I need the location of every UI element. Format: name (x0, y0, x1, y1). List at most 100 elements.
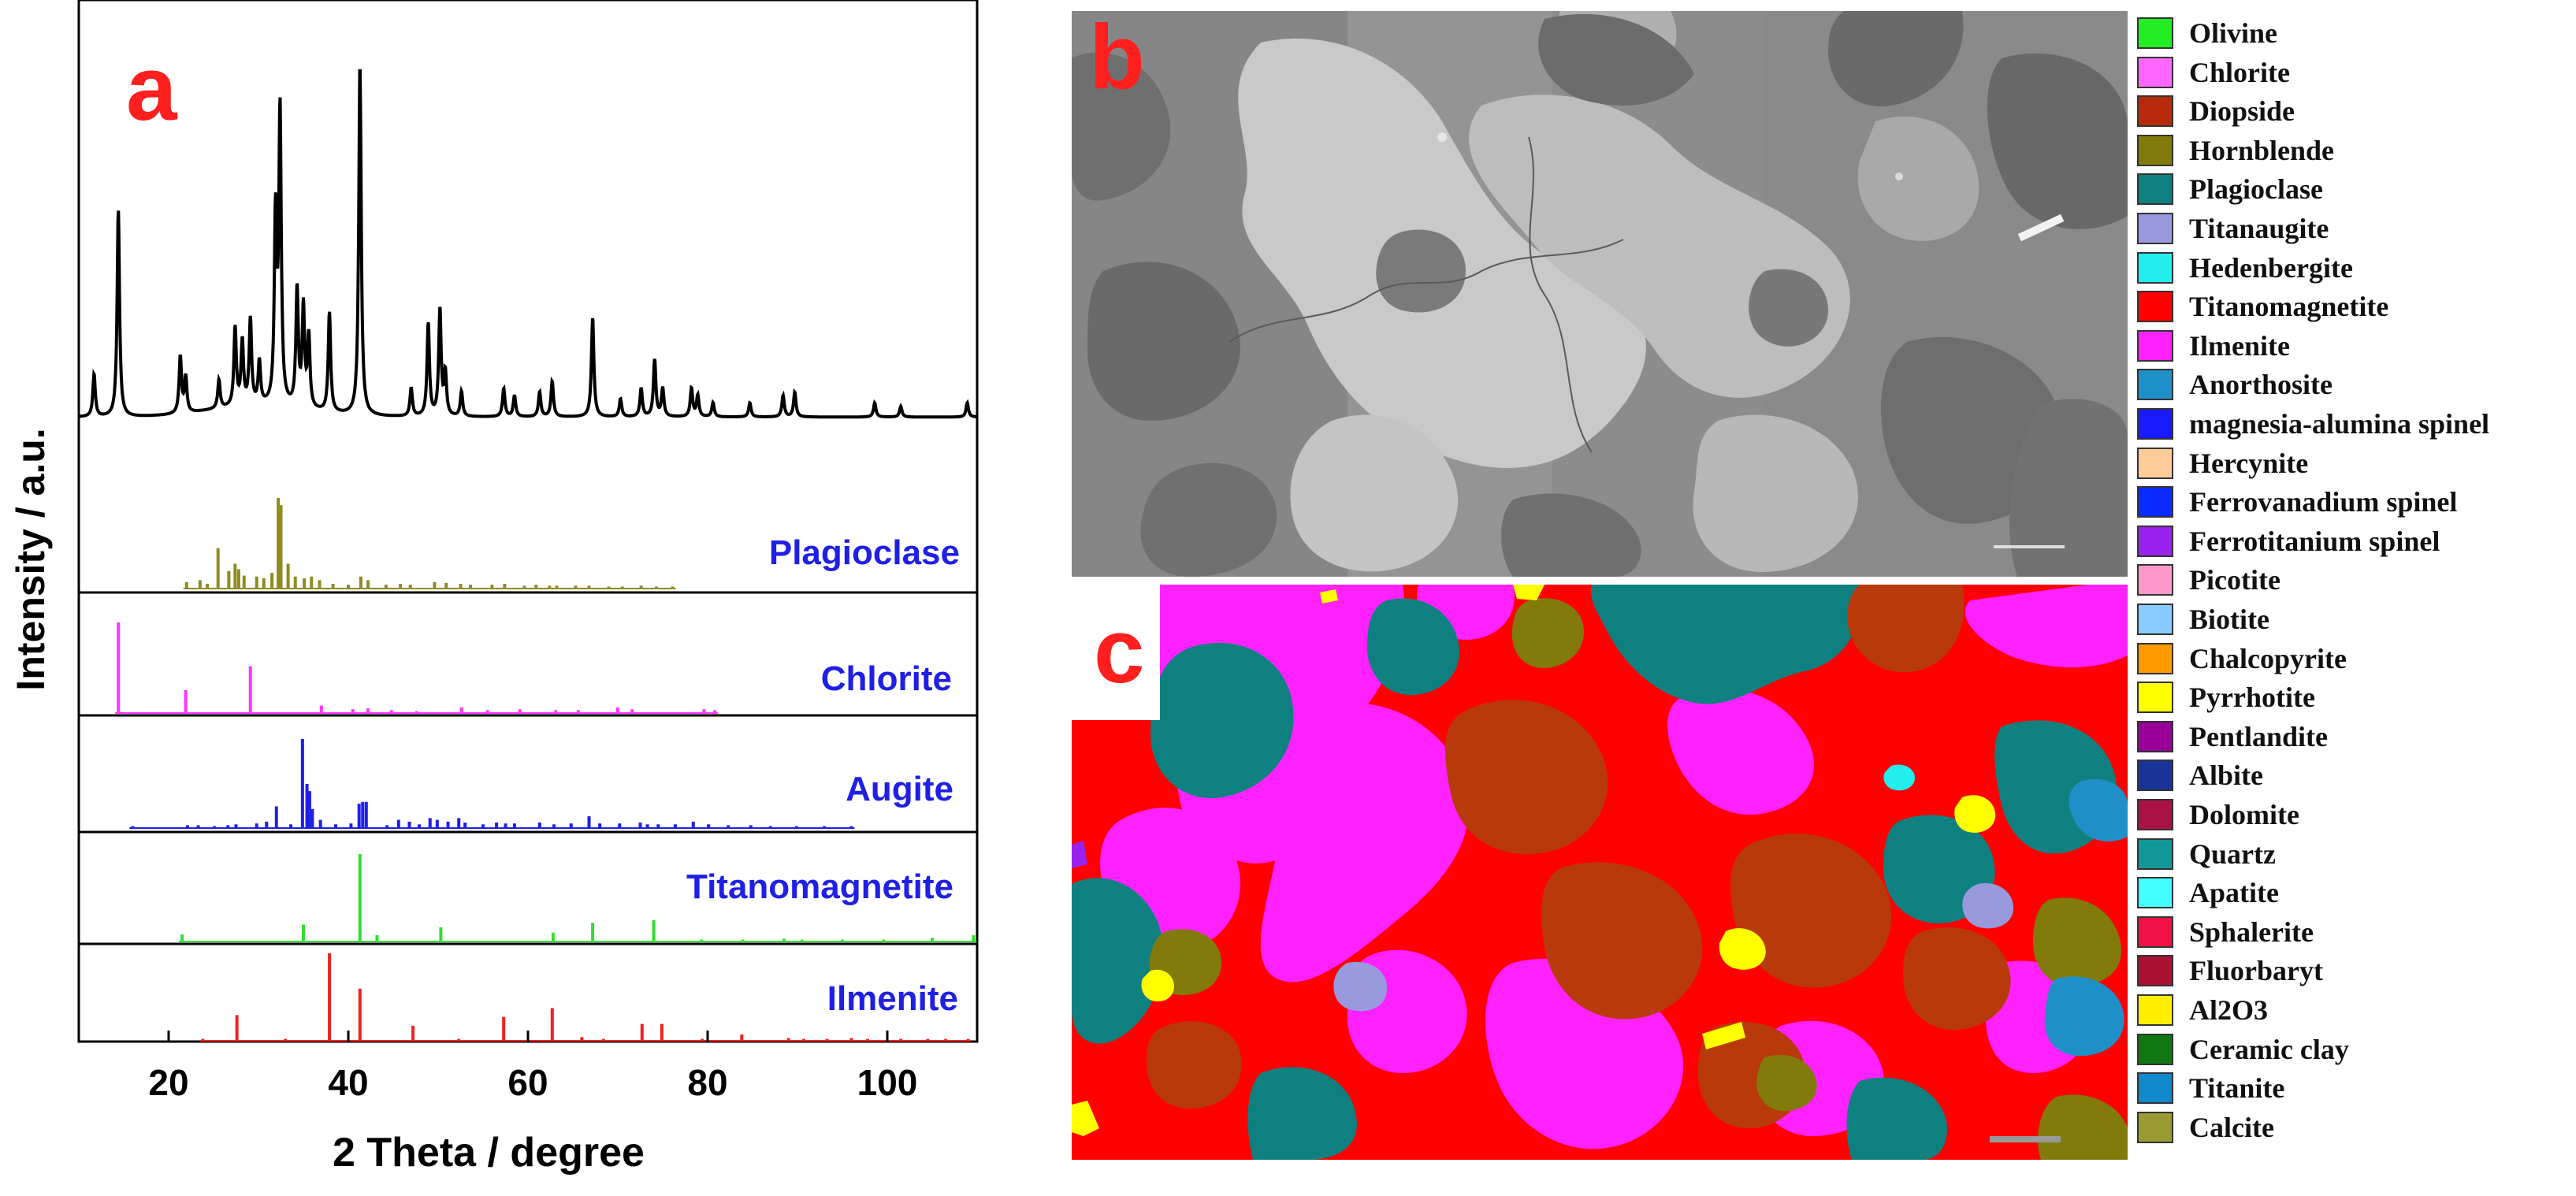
legend-item-plagioclase: Plagioclase (2137, 172, 2323, 206)
legend-swatch (2137, 408, 2173, 440)
legend-swatch (2137, 1111, 2173, 1143)
x-tick-label: 80 (687, 1062, 727, 1103)
legend-item-anorthosite: Anorthosite (2137, 367, 2333, 402)
legend-item-sphalerite: Sphalerite (2137, 915, 2314, 949)
legend-swatch (2137, 213, 2173, 244)
legend-label: Hercynite (2189, 447, 2309, 479)
legend-label: Ferrovanadium spinel (2189, 486, 2458, 518)
panel-letter-b: b (1089, 11, 1145, 108)
legend-item-titanaugite: Titanaugite (2137, 211, 2329, 246)
legend-label: Chlorite (2189, 56, 2290, 88)
legend-label: Titanomagnetite (2189, 291, 2389, 323)
measured-xrd-pattern (79, 69, 977, 419)
legend-item-pyrrhotite: Pyrrhotite (2137, 680, 2315, 715)
legend-item-chalcopyrite: Chalcopyrite (2137, 641, 2347, 676)
legend-item-calcite: Calcite (2137, 1110, 2274, 1145)
legend-label: Anorthosite (2189, 369, 2333, 401)
legend-swatch (2137, 1033, 2173, 1065)
xrd-chart: Plagioclase Chlorite Augite Titanomagnetite… (9, 0, 979, 1176)
legend-label: Chalcopyrite (2189, 642, 2347, 674)
phase-map: c (1072, 585, 2128, 1160)
legend-item-ferrotitanium-spinel: Ferrotitanium spinel (2137, 524, 2440, 559)
y-axis-label: Intensity / a.u. (9, 428, 53, 690)
legend-swatch (2137, 955, 2173, 987)
legend-item-pentlandite: Pentlandite (2137, 719, 2328, 754)
legend-label: Apatite (2189, 877, 2279, 909)
legend-label: magnesia-alumina spinel (2189, 408, 2490, 440)
reference-pattern-augite: Augite (129, 739, 953, 829)
pattern-label-augite: Augite (846, 770, 953, 808)
legend-item-quartz: Quartz (2137, 837, 2276, 871)
bse-micrograph: b (1072, 11, 2128, 577)
reference-pattern-plagioclase: Plagioclase (183, 498, 960, 589)
legend-item-hedenbergite: Hedenbergite (2137, 251, 2353, 285)
legend-swatch (2137, 17, 2173, 49)
legend-label: Ceramic clay (2189, 1033, 2349, 1065)
legend-swatch (2137, 916, 2173, 948)
legend-label: Dolomite (2189, 799, 2299, 830)
legend-swatch (2137, 877, 2173, 909)
legend-item-ferrovanadium-spinel: Ferrovanadium spinel (2137, 485, 2457, 519)
legend-swatch (2137, 642, 2173, 674)
legend-swatch (2137, 251, 2173, 284)
legend-item-dolomite: Dolomite (2137, 797, 2299, 832)
x-tick-label: 100 (857, 1062, 918, 1103)
legend-label: Pentlandite (2189, 720, 2328, 752)
legend-item-titanomagnetite: Titanomagnetite (2137, 289, 2388, 324)
pattern-label-ilmenite: Ilmenite (827, 979, 958, 1018)
legend-label: Hornblende (2189, 134, 2335, 166)
reference-pattern-chlorite: Chlorite (115, 622, 952, 714)
legend-label: Quartz (2189, 838, 2276, 870)
legend-swatch (2137, 799, 2173, 830)
legend-label: Biotite (2189, 604, 2269, 635)
legend-label: Calcite (2189, 1111, 2274, 1143)
legend-swatch (2137, 838, 2173, 870)
legend-label: Sphalerite (2189, 916, 2314, 948)
legend-label: Pyrrhotite (2189, 682, 2315, 714)
legend-swatch (2137, 291, 2173, 323)
pattern-label-plagioclase: Plagioclase (769, 533, 960, 572)
legend-item-albite: Albite (2137, 758, 2263, 793)
legend-item-diopside: Diopside (2137, 94, 2295, 128)
legend-label: Hedenbergite (2189, 251, 2353, 284)
legend-item-hornblende: Hornblende (2137, 133, 2334, 168)
legend-label: Ferrotitanium spinel (2189, 525, 2440, 557)
legend-label: Plagioclase (2189, 173, 2323, 206)
legend-item-hercynite: Hercynite (2137, 446, 2308, 481)
legend-swatch (2137, 447, 2173, 479)
legend-item-apatite: Apatite (2137, 875, 2279, 910)
pattern-label-chlorite: Chlorite (821, 659, 952, 698)
x-tick-label: 60 (507, 1062, 548, 1103)
legend-item-biotite: Biotite (2137, 602, 2269, 637)
legend-swatch (2137, 95, 2173, 128)
legend-swatch (2137, 56, 2173, 88)
legend-item-picotite: Picotite (2137, 563, 2280, 597)
legend-swatch (2137, 173, 2173, 206)
legend-item-fluorbaryt: Fluorbaryt (2137, 953, 2323, 988)
legend-label: Al2O3 (2189, 994, 2269, 1026)
legend-item-chlorite: Chlorite (2137, 55, 2290, 90)
legend-item-titanite: Titanite (2137, 1071, 2284, 1105)
legend-item-ceramic-clay: Ceramic clay (2137, 1032, 2349, 1067)
legend-label: Ilmenite (2189, 329, 2290, 362)
legend-swatch (2137, 994, 2173, 1026)
panel-letter-a: a (126, 37, 178, 139)
legend-swatch (2137, 760, 2173, 792)
panel-letter-c: c (1094, 600, 1145, 702)
panel-c-letter-background (1072, 585, 1160, 720)
x-tick-label: 20 (148, 1062, 188, 1103)
legend-swatch (2137, 525, 2173, 557)
legend-label: Titanaugite (2189, 213, 2329, 244)
legend-item-ilmenite: Ilmenite (2137, 329, 2290, 363)
legend-item-olivine: Olivine (2137, 16, 2277, 50)
legend-swatch (2137, 564, 2173, 596)
legend-label: Titanite (2189, 1072, 2285, 1105)
legend-swatch (2137, 486, 2173, 518)
legend-swatch (2137, 604, 2173, 635)
reference-pattern-ilmenite: Ilmenite (199, 953, 972, 1042)
legend-label: Albite (2189, 760, 2263, 792)
legend-label: Picotite (2189, 564, 2280, 596)
x-tick-label: 40 (328, 1062, 368, 1103)
legend-swatch (2137, 682, 2173, 714)
legend-item-al2o3: Al2O3 (2137, 993, 2268, 1027)
